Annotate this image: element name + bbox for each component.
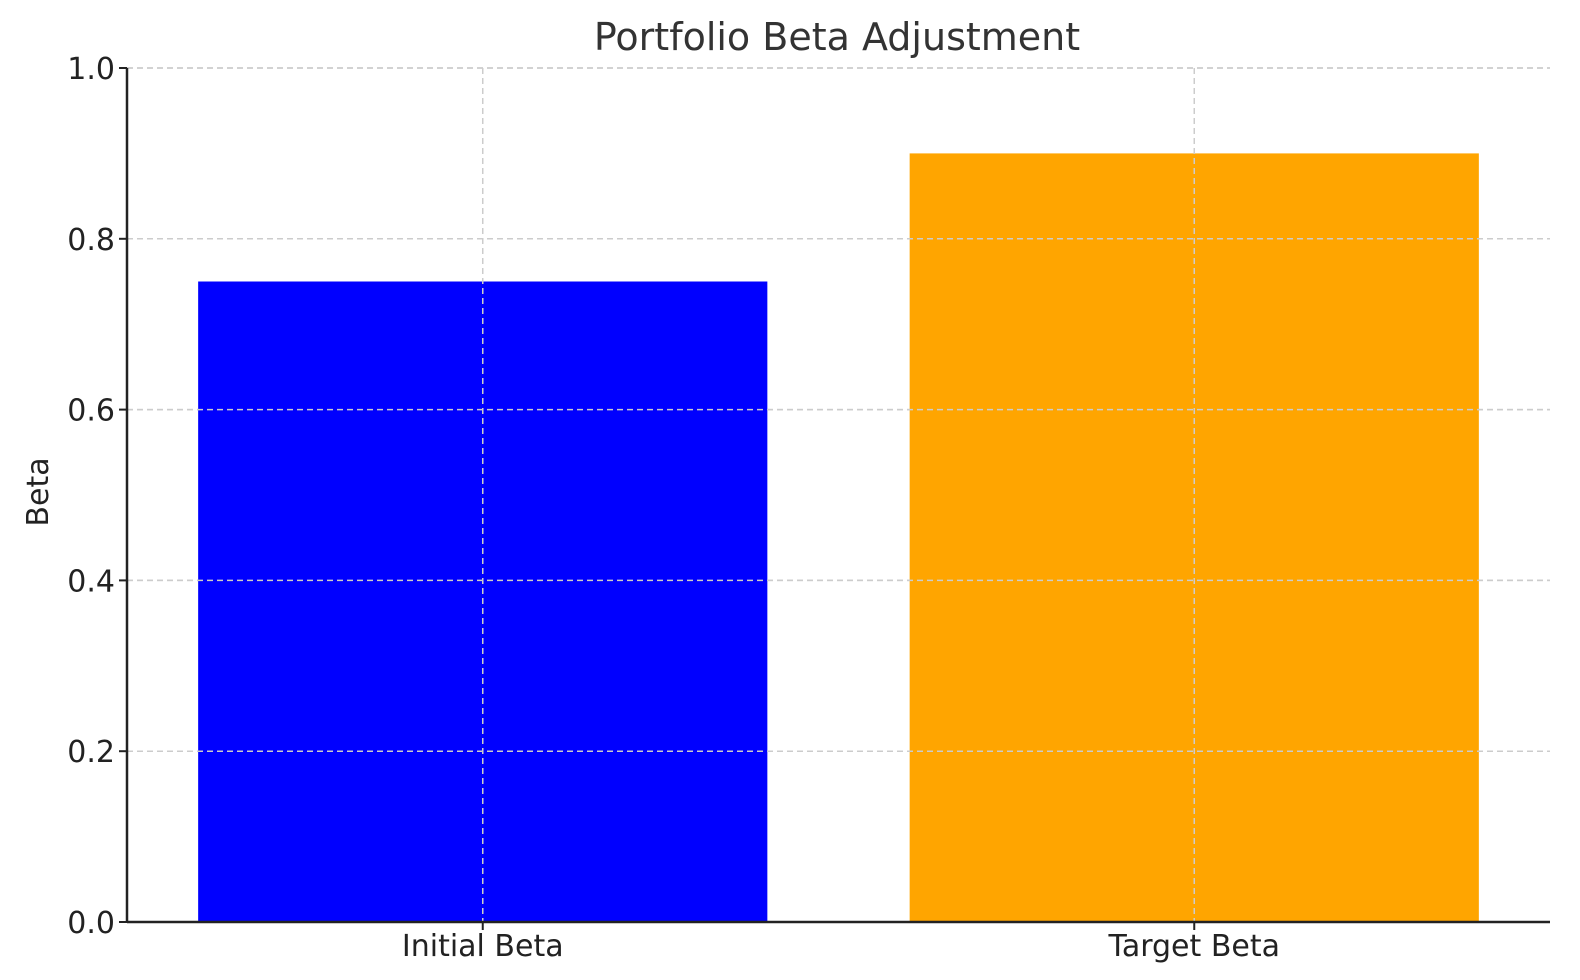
y-tick-label: 0.2 [67,735,115,770]
bars-layer [127,67,1550,923]
x-tick-label: Target Beta [1107,929,1280,964]
y-tick-label: 0.4 [67,564,115,599]
x-tick-label: Initial Beta [402,929,564,964]
chart-title: Portfolio Beta Adjustment [594,15,1080,59]
y-axis-label: Beta [21,457,56,526]
y-tick-label: 1.0 [67,52,115,87]
labels-layer: Portfolio Beta Adjustment Beta 0.0 0.2 0.4… [21,15,1280,964]
y-tick-label: 0.0 [67,906,115,941]
axes-layer [119,67,1550,930]
y-tick-label: 0.8 [67,223,115,258]
y-tick-label: 0.6 [67,394,115,429]
